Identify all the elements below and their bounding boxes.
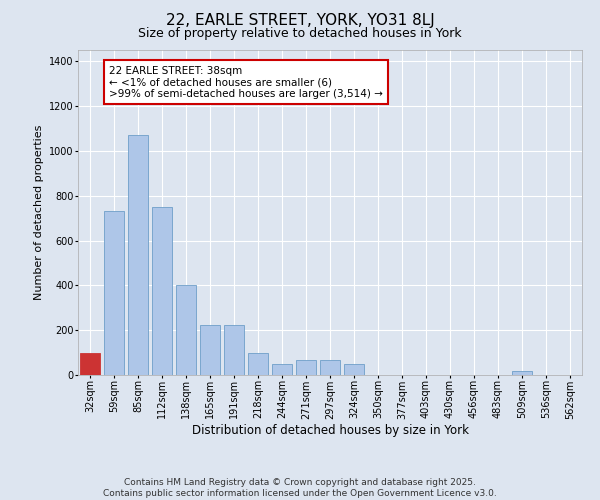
Bar	[272, 364, 292, 375]
Bar	[176, 286, 196, 375]
Y-axis label: Number of detached properties: Number of detached properties	[34, 125, 44, 300]
Bar	[296, 360, 316, 375]
Bar	[320, 360, 340, 375]
Bar	[104, 212, 124, 375]
Text: 22 EARLE STREET: 38sqm
← <1% of detached houses are smaller (6)
>99% of semi-det: 22 EARLE STREET: 38sqm ← <1% of detached…	[109, 66, 383, 99]
X-axis label: Distribution of detached houses by size in York: Distribution of detached houses by size …	[191, 424, 469, 437]
Bar	[224, 324, 244, 375]
Bar	[152, 207, 172, 375]
Bar	[80, 352, 100, 375]
Bar	[512, 371, 532, 375]
Text: Size of property relative to detached houses in York: Size of property relative to detached ho…	[138, 28, 462, 40]
Text: 22, EARLE STREET, YORK, YO31 8LJ: 22, EARLE STREET, YORK, YO31 8LJ	[166, 12, 434, 28]
Text: Contains HM Land Registry data © Crown copyright and database right 2025.
Contai: Contains HM Land Registry data © Crown c…	[103, 478, 497, 498]
Bar	[200, 324, 220, 375]
Bar	[128, 135, 148, 375]
Bar	[344, 364, 364, 375]
Bar	[248, 352, 268, 375]
